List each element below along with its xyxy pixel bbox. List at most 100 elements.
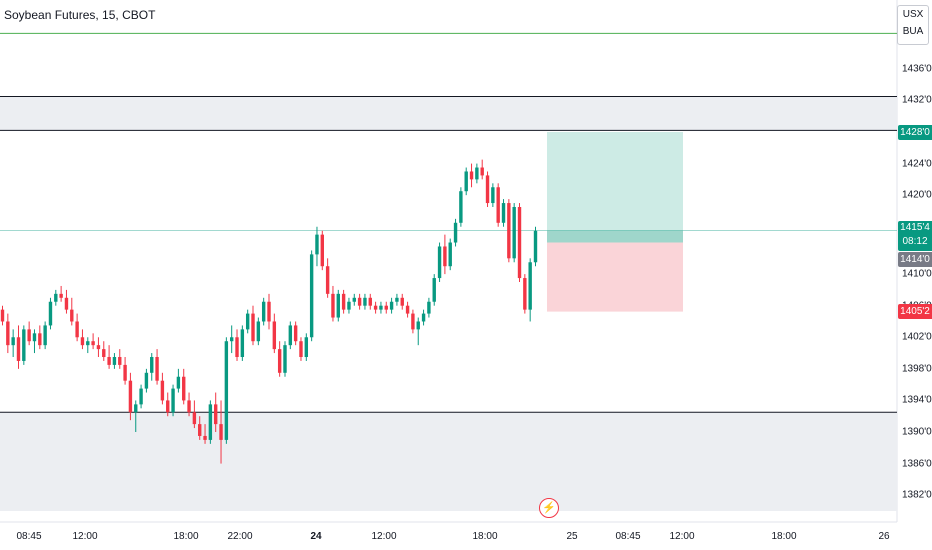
candle-body-59 bbox=[315, 234, 319, 255]
candle-body-90 bbox=[480, 167, 484, 176]
candle-body-54 bbox=[288, 325, 293, 346]
time-tick-label: 08:45 bbox=[16, 531, 42, 542]
candle-body-78 bbox=[416, 321, 420, 330]
candle-body-58 bbox=[309, 254, 314, 338]
candle-body-72 bbox=[384, 305, 388, 310]
candle-body-49 bbox=[261, 301, 266, 322]
time-tick-label: 12:00 bbox=[371, 531, 397, 542]
price-tick-label: 1386'0 bbox=[902, 458, 932, 470]
candle-body-42 bbox=[224, 341, 229, 440]
flash-event-icon[interactable]: ⚡ bbox=[539, 498, 559, 518]
candle-body-26 bbox=[139, 388, 143, 405]
open-profit-zone bbox=[547, 230, 683, 243]
price-tick-label: 1398'0 bbox=[902, 363, 932, 375]
candle-body-45 bbox=[240, 329, 245, 358]
candle-body-62 bbox=[331, 293, 335, 318]
candle-body-69 bbox=[368, 297, 372, 306]
candle-body-71 bbox=[379, 305, 383, 310]
target-zone bbox=[547, 132, 683, 243]
candle-body-85 bbox=[453, 222, 458, 243]
candle-body-30 bbox=[160, 380, 165, 401]
candle-body-25 bbox=[134, 404, 138, 413]
candle-body-75 bbox=[400, 297, 404, 306]
candle-body-31 bbox=[166, 400, 170, 413]
candle-body-92 bbox=[491, 187, 495, 204]
candle-body-87 bbox=[464, 171, 468, 192]
candle-body-43 bbox=[229, 337, 234, 342]
candle-body-1 bbox=[6, 321, 10, 346]
candle-body-20 bbox=[107, 357, 111, 365]
candle-body-39 bbox=[208, 404, 213, 440]
candle-body-89 bbox=[475, 167, 479, 180]
current-price-value: 1415'4 bbox=[900, 222, 930, 233]
price-tick-label: 1432'0 bbox=[902, 94, 932, 106]
candle-body-82 bbox=[437, 246, 442, 279]
candle-body-14 bbox=[75, 321, 79, 338]
candle-body-81 bbox=[432, 278, 436, 302]
candle-body-21 bbox=[112, 357, 117, 365]
candle-body-70 bbox=[373, 305, 378, 310]
candle-body-57 bbox=[304, 337, 309, 358]
candle-body-61 bbox=[325, 266, 330, 294]
candle-body-5 bbox=[27, 329, 31, 342]
candle-body-0 bbox=[0, 309, 5, 322]
candle-body-73 bbox=[389, 301, 394, 310]
candle-body-7 bbox=[38, 333, 42, 346]
time-tick-label: 18:00 bbox=[472, 531, 498, 542]
time-tick-label: 12:00 bbox=[669, 531, 695, 542]
candle-body-12 bbox=[64, 297, 69, 310]
candle-body-17 bbox=[91, 341, 95, 346]
stop-price-badge: 1405'2 bbox=[898, 304, 932, 319]
price-tick-label: 1424'0 bbox=[902, 158, 932, 170]
time-tick-label: 18:00 bbox=[173, 531, 199, 542]
candle-body-64 bbox=[341, 293, 346, 310]
currency-unit-button[interactable]: USX BUA bbox=[897, 5, 929, 45]
candle-body-34 bbox=[182, 376, 186, 401]
unit-line-1: USX bbox=[902, 9, 924, 20]
chart-title: Soybean Futures, 15, CBOT bbox=[4, 8, 156, 22]
candle-body-88 bbox=[469, 171, 474, 180]
candle-body-66 bbox=[352, 297, 356, 302]
candle-body-93 bbox=[496, 187, 500, 223]
candle-body-68 bbox=[363, 297, 367, 306]
candle-body-86 bbox=[459, 191, 463, 223]
candle-body-36 bbox=[192, 412, 197, 425]
candle-body-19 bbox=[102, 349, 106, 358]
price-tick-label: 1390'0 bbox=[902, 426, 932, 438]
candle-body-41 bbox=[219, 424, 223, 440]
candle-body-99 bbox=[528, 262, 532, 310]
candle-body-38 bbox=[203, 435, 207, 440]
time-tick-label: 22:00 bbox=[227, 531, 253, 542]
time-tick-label: 24 bbox=[310, 531, 322, 542]
price-tick-label: 1402'0 bbox=[902, 331, 932, 343]
candle-body-11 bbox=[59, 293, 63, 298]
candle-body-35 bbox=[187, 400, 191, 413]
time-tick-label: 08:45 bbox=[615, 531, 641, 542]
time-tick-label: 18:00 bbox=[771, 531, 797, 542]
candle-body-97 bbox=[517, 207, 522, 279]
price-tick-label: 1420'0 bbox=[902, 189, 932, 201]
zone-1 bbox=[0, 412, 897, 511]
time-tick-label: 12:00 bbox=[72, 531, 98, 542]
candle-body-100 bbox=[533, 230, 538, 263]
current-price-badge: 1415'4 08:12 bbox=[898, 221, 932, 251]
candle-body-44 bbox=[235, 337, 239, 358]
price-tick-label: 1436'0 bbox=[902, 63, 932, 75]
candle-body-29 bbox=[155, 357, 159, 381]
candle-body-95 bbox=[507, 203, 511, 259]
candle-body-96 bbox=[512, 207, 516, 259]
candle-body-4 bbox=[22, 329, 26, 361]
candle-body-27 bbox=[144, 372, 149, 389]
candle-body-2 bbox=[11, 337, 15, 346]
candle-body-18 bbox=[96, 345, 101, 350]
candle-body-23 bbox=[123, 364, 127, 381]
bar-countdown: 08:12 bbox=[902, 236, 928, 247]
candle-body-40 bbox=[214, 404, 218, 425]
candle-body-50 bbox=[267, 301, 271, 322]
candle-body-22 bbox=[118, 357, 122, 365]
candle-body-74 bbox=[395, 297, 399, 302]
candle-body-15 bbox=[80, 337, 85, 346]
stop-zone bbox=[547, 242, 683, 312]
candle-body-53 bbox=[283, 345, 287, 373]
